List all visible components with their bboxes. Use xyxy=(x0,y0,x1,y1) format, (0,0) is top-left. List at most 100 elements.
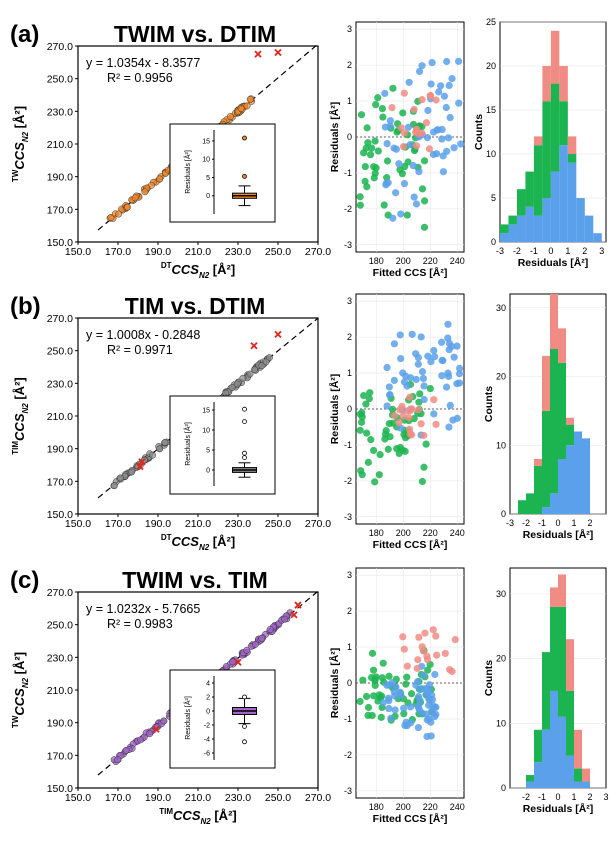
blue-point xyxy=(420,382,428,390)
y-tick-label: 2 xyxy=(347,332,352,342)
blue-point xyxy=(383,140,391,148)
y-tick-label: 270.0 xyxy=(47,41,73,53)
green-bar xyxy=(550,83,560,172)
axis-label-unit: [Å²] xyxy=(12,106,27,132)
green-bar xyxy=(542,101,551,198)
blue-point xyxy=(454,57,463,65)
blue-point xyxy=(417,333,425,341)
green-point xyxy=(356,201,364,209)
y-axis-label: Counts xyxy=(473,114,485,150)
blue-point xyxy=(379,699,387,707)
data-point xyxy=(137,736,144,744)
data-point xyxy=(123,203,131,211)
axis-label-sub: N2 xyxy=(21,131,30,142)
y-axis-label: TWCCSN2 [Å²] xyxy=(11,652,30,728)
green-point xyxy=(364,711,372,720)
pink-bar xyxy=(566,639,574,691)
x-tick-label: 180 xyxy=(369,528,384,538)
pink-point xyxy=(395,419,403,427)
x-tick-label: 240 xyxy=(450,528,465,538)
y-tick-label: 150.0 xyxy=(47,509,73,521)
x-tick-label: 180 xyxy=(369,802,384,812)
axis-label-main: CCS xyxy=(12,688,27,716)
x-axis-label: Residuals [Å²] xyxy=(523,802,594,815)
green-bar xyxy=(550,349,558,494)
pink-point xyxy=(414,406,423,414)
y-axis-label: Residuals [Å²] xyxy=(328,102,341,173)
panel-label: (c) xyxy=(10,567,39,594)
green-point xyxy=(364,139,372,147)
x-tick-label: 200 xyxy=(396,256,411,266)
blue-point xyxy=(423,134,432,142)
x-tick-label: 250.0 xyxy=(265,518,291,530)
blue-point xyxy=(392,189,400,197)
green-point xyxy=(356,193,364,201)
green-point xyxy=(403,673,411,681)
axis-label-unit: [Å²] xyxy=(209,534,235,549)
histogram: 0 5 10 15 20 25 -3 -2 -1 0 1 2 3 Residuals [Å²] Counts xyxy=(473,17,607,269)
green-bar xyxy=(559,101,568,146)
blue-point xyxy=(457,140,465,148)
y-tick-label: 0 xyxy=(501,509,506,519)
green-point xyxy=(379,113,387,121)
x-tick-label: 2 xyxy=(582,246,587,256)
blue-bar xyxy=(559,145,568,242)
x-tick-label: -2 xyxy=(522,792,530,802)
outlier-marker xyxy=(138,458,146,466)
green-point xyxy=(372,101,380,109)
blue-point xyxy=(433,126,441,134)
pink-point xyxy=(419,647,427,655)
panel-a: (a) TWIM vs. DTIM 150.0 170.0 190.0 210.0 230.… xyxy=(10,17,607,280)
pink-point xyxy=(426,91,435,100)
x-tick-label: 150.0 xyxy=(65,246,91,258)
inset-tick-label: -4 xyxy=(204,737,210,744)
y-tick-label: -2 xyxy=(344,750,352,760)
green-bar xyxy=(508,215,517,225)
pink-point xyxy=(432,420,440,428)
axis-label-main: CCS xyxy=(12,413,27,441)
blue-point xyxy=(412,375,420,384)
blue-point xyxy=(385,383,393,391)
blue-point xyxy=(444,134,453,142)
r-squared: R² = 0.9956 xyxy=(107,71,173,85)
pink-point xyxy=(418,96,426,104)
pink-point xyxy=(417,420,425,428)
y-tick-label: 150.0 xyxy=(47,237,73,249)
axis-label-pre: TW xyxy=(11,715,20,728)
data-point xyxy=(222,663,230,671)
pink-bar xyxy=(566,417,574,425)
blue-point xyxy=(444,320,452,328)
axis-label-main: CCS xyxy=(12,142,27,170)
green-bar xyxy=(542,410,550,508)
x-tick-label: 270.0 xyxy=(305,792,331,804)
green-point xyxy=(371,137,379,145)
blue-point xyxy=(423,732,431,741)
x-axis-label: TIMCCSN2 [Å²] xyxy=(159,807,236,826)
blue-point xyxy=(397,691,405,700)
blue-point xyxy=(455,379,464,387)
blue-point xyxy=(400,704,408,712)
blue-point xyxy=(397,354,405,363)
y-tick-label: 2 xyxy=(347,606,352,616)
green-point xyxy=(361,162,369,171)
pink-point xyxy=(399,633,407,641)
blue-bar xyxy=(508,224,517,242)
x-tick-label: 180 xyxy=(369,256,384,266)
green-point xyxy=(357,111,366,119)
green-point xyxy=(420,223,429,231)
pink-point xyxy=(441,649,449,658)
y-tick-label: 3 xyxy=(347,24,352,34)
axis-label-unit: [Å²] xyxy=(211,808,237,823)
green-point xyxy=(371,681,379,690)
pink-bar xyxy=(567,136,577,154)
green-bar xyxy=(558,362,566,459)
y-tick-label: 2 xyxy=(347,60,352,70)
green-point xyxy=(393,445,401,453)
flier xyxy=(242,694,247,700)
axis-label-sub: N2 xyxy=(21,677,30,688)
green-point xyxy=(379,659,387,667)
axis-label-pre: TIM xyxy=(159,807,173,816)
green-point xyxy=(357,418,366,426)
green-point xyxy=(362,692,371,701)
x-tick-label: 270.0 xyxy=(305,246,331,258)
